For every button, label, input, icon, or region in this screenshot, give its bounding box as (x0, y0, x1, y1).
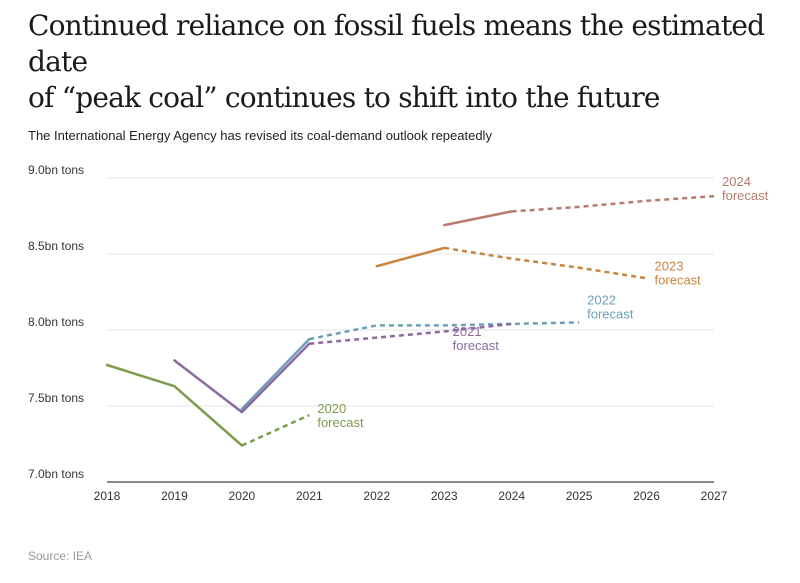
series-label-forecast: forecast (722, 188, 769, 203)
series-line-actual (105, 363, 244, 447)
x-tick-label: 2018 (94, 489, 121, 503)
series-label-forecast: forecast (453, 338, 500, 353)
series-label-year: 2024 (722, 174, 751, 189)
series-line-forecast (309, 322, 512, 345)
chart-title: Continued reliance on fossil fuels means… (28, 8, 788, 116)
series-label-year: 2023 (655, 258, 684, 273)
series-label-year: 2021 (453, 324, 482, 339)
chart-title-line-2: of “peak coal” continues to shift into t… (28, 81, 660, 114)
series-label-forecast: forecast (587, 306, 634, 321)
x-tick-label: 2022 (363, 489, 390, 503)
series-line-forecast (309, 321, 580, 341)
y-tick-label: 7.5bn tons (28, 391, 84, 405)
x-tick-label: 2020 (229, 489, 256, 503)
x-tick-label: 2026 (633, 489, 660, 503)
series-line-forecast (444, 246, 647, 280)
series-line-actual (173, 342, 311, 414)
series-label-forecast: forecast (655, 272, 702, 287)
x-tick-label: 2021 (296, 489, 323, 503)
series-line-actual (442, 210, 513, 227)
chart-subtitle: The International Energy Agency has revi… (28, 128, 492, 143)
series-line-actual (375, 246, 446, 268)
series-label-year: 2022 (587, 292, 616, 307)
x-tick-label: 2027 (701, 489, 728, 503)
series-label-year: 2020 (317, 401, 346, 416)
source-note: Source: IEA (28, 549, 93, 563)
y-tick-label: 7.0bn tons (28, 467, 84, 481)
series-label-forecast: forecast (317, 415, 364, 430)
series-line-forecast (241, 413, 310, 447)
x-tick-label: 2025 (566, 489, 593, 503)
x-tick-label: 2019 (161, 489, 188, 503)
y-tick-label: 8.0bn tons (28, 315, 84, 329)
series-line-forecast (511, 194, 715, 213)
x-tick-label: 2023 (431, 489, 458, 503)
y-tick-label: 9.0bn tons (28, 163, 84, 177)
series-line-actual (240, 337, 311, 411)
x-tick-label: 2024 (498, 489, 525, 503)
chart-title-line-1: Continued reliance on fossil fuels means… (28, 9, 765, 78)
y-tick-label: 8.5bn tons (28, 239, 84, 253)
